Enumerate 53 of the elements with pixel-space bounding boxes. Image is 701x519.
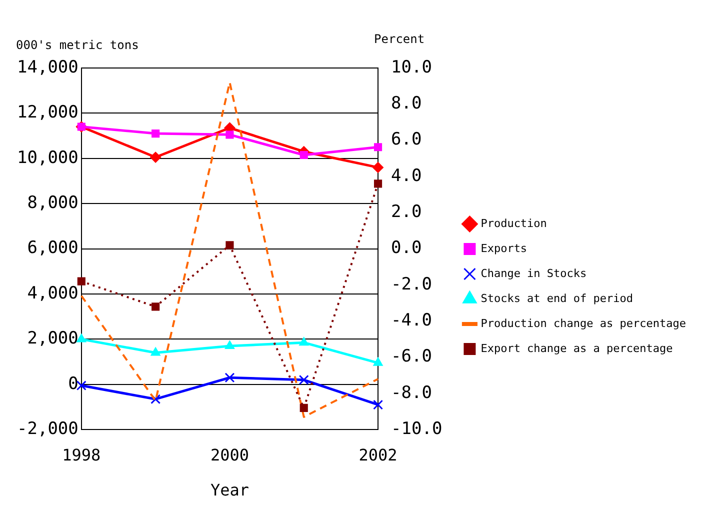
legend-label: Production change as percentage [480,316,686,330]
y-tick-label: 2,000 [27,328,78,349]
legend-label: Exports [480,242,528,255]
point [298,374,309,385]
x-tick-label: 2000 [210,445,249,464]
y-tick-label: 12,000 [16,102,78,123]
y2-tick-label: 4.0 [391,166,422,186]
y2-axis-title: Percent [374,32,425,46]
point [374,180,382,188]
y2-tick-label: 2.0 [391,202,422,222]
point [152,130,160,138]
point [300,404,308,412]
legend-label: Stocks at end of period [480,292,634,305]
y2-tick-label: -8.0 [391,382,432,403]
point [150,152,162,163]
y-tick-label: 4,000 [27,283,78,304]
y2-tick-label: 10.0 [391,57,432,78]
point [372,162,384,173]
y2-tick-label: -4.0 [391,310,432,331]
y2-tick-label: -6.0 [391,346,432,367]
x-tick-label: 1998 [62,445,101,464]
line-series [80,81,380,418]
legend-label: Export change as a percentage [480,342,673,355]
y2-tick-label: 0.0 [391,238,422,258]
y-tick-label: 10,000 [16,148,78,168]
x-axis-title: Year [210,480,250,500]
y-tick-label: -2,000 [16,419,78,440]
y-tick-label: 6,000 [27,238,78,258]
y2-tick-label: 6.0 [391,130,422,150]
x-tick-label: 2002 [358,445,398,464]
point [224,372,235,383]
point [373,400,384,410]
point [224,340,235,349]
point [152,302,160,311]
point [77,277,86,286]
legend-label: Change in Stocks [480,266,587,280]
point [300,150,308,160]
point [226,130,234,139]
y-axis-title: 000's metric tons [16,38,139,52]
y2-tick-label: 8.0 [391,94,422,114]
point [76,334,86,342]
y-tick-label: 14,000 [16,57,78,78]
point [150,347,160,356]
legend-label: Production [480,216,547,230]
y-tick-label: 0 [68,374,78,394]
y-tick-label: 8,000 [27,193,78,214]
point [373,357,383,366]
point [150,394,161,404]
point [374,143,382,152]
y2-tick-label: -10.0 [391,419,442,440]
y2-tick-label: -2.0 [391,274,432,294]
point [226,241,234,250]
point [299,337,309,346]
